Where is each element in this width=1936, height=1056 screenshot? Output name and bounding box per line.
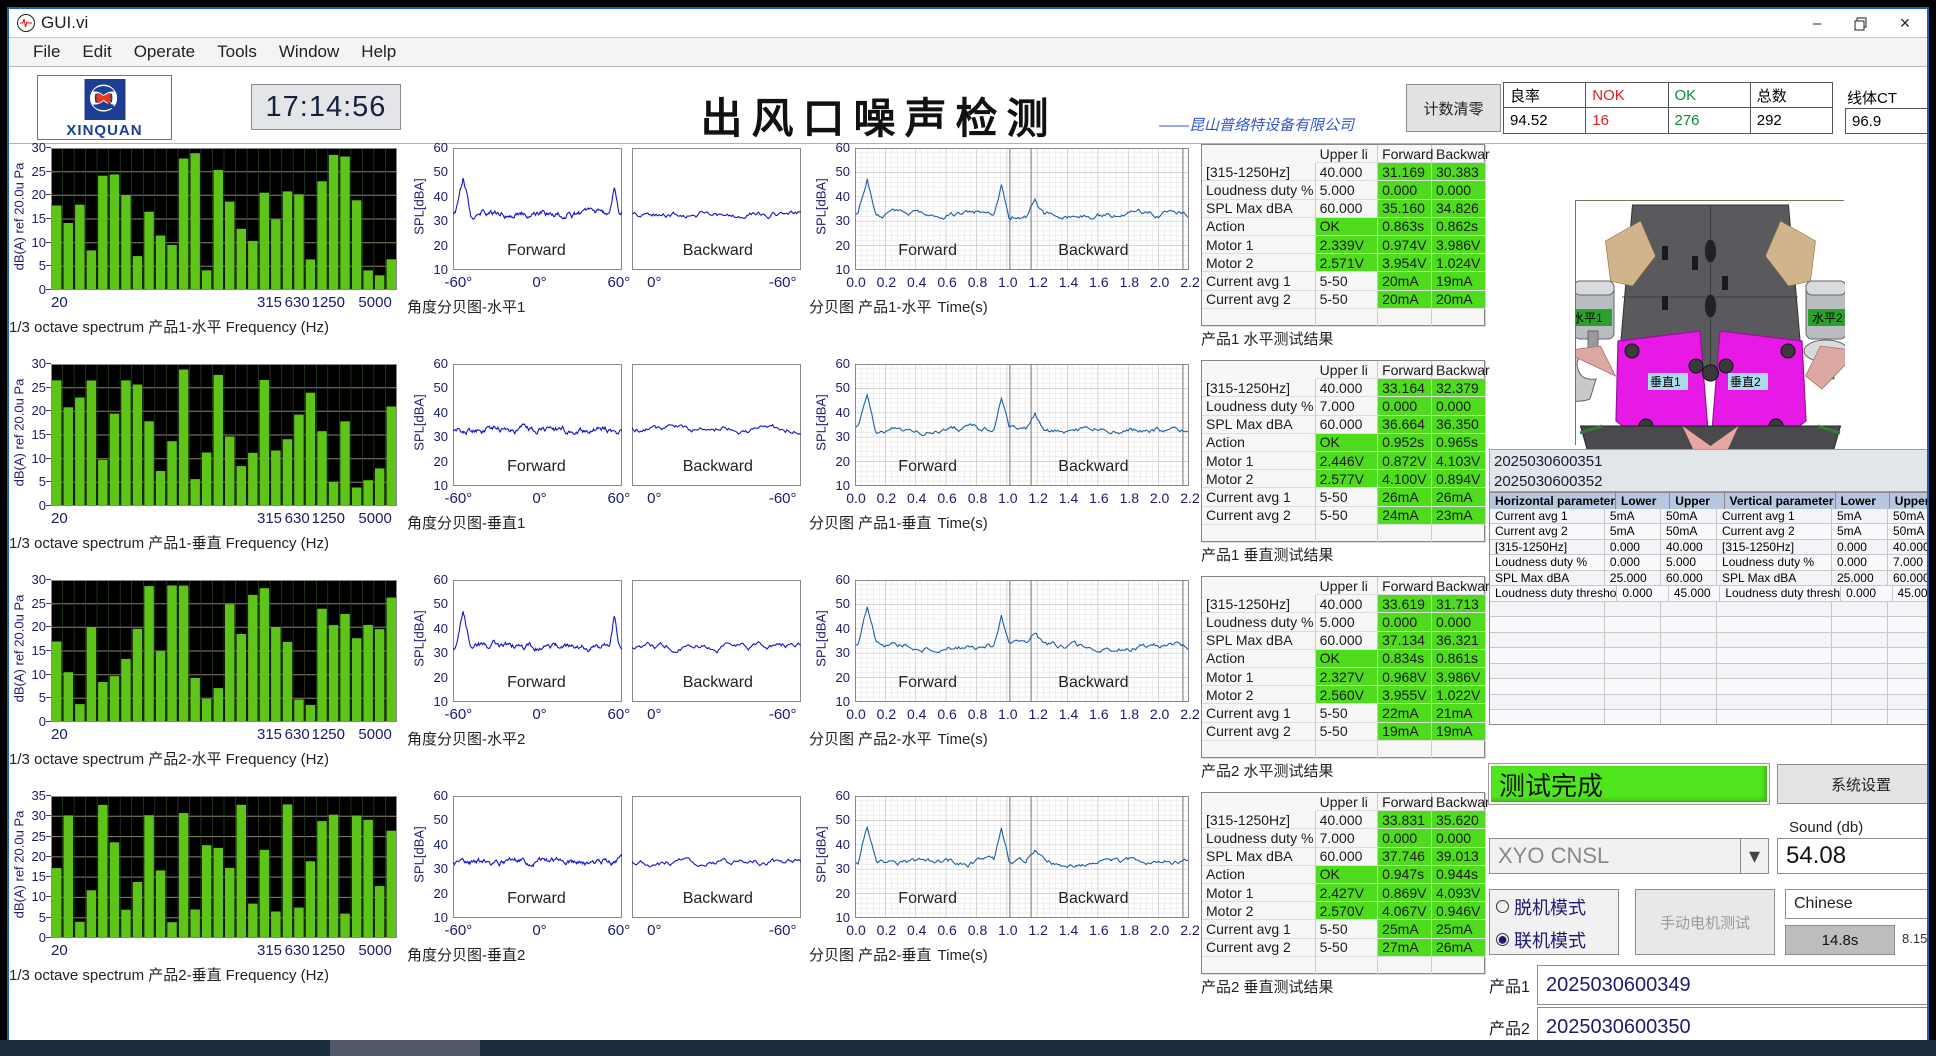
svg-text:垂直1: 垂直1	[1650, 375, 1681, 389]
svg-text:水平2: 水平2	[1812, 311, 1843, 325]
svg-text:垂直2: 垂直2	[1730, 375, 1761, 389]
svg-text:水平1: 水平1	[1576, 311, 1603, 325]
